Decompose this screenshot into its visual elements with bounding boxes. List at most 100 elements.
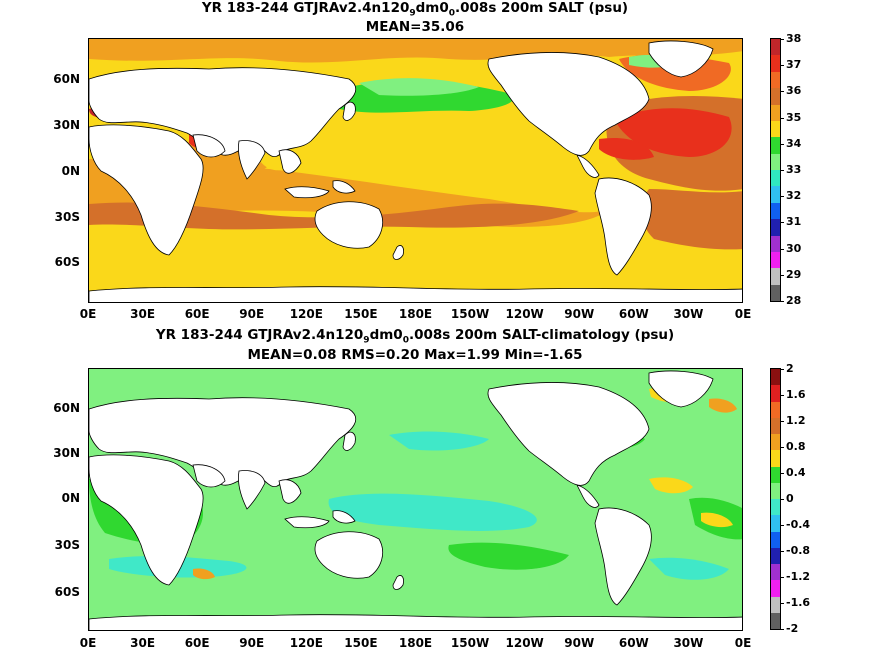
x-axis-label: 90E: [239, 636, 265, 650]
panel1-colorbar-tick: [781, 301, 784, 302]
panel1-colorbar-label: 38: [786, 32, 802, 45]
y-axis-label: 60N: [53, 72, 80, 86]
panel1-colorbar-swatch: [771, 170, 780, 187]
panel1-colorbar-tick: [781, 91, 784, 93]
panel2-colorbar-tick: [781, 551, 784, 552]
panel1-colorbar-swatch: [771, 55, 780, 72]
panel1-colorbar-swatch: [771, 104, 780, 121]
panel1-colorbar-tick: [781, 222, 784, 224]
x-axis-label: 120E: [289, 307, 323, 321]
x-axis-label: 0E: [79, 307, 97, 321]
panel1-colorbar-swatch: [771, 268, 780, 285]
panel1-colorbar: [770, 38, 781, 302]
x-axis-label: 60W: [618, 307, 649, 321]
y-axis-label: 0N: [61, 164, 80, 178]
x-axis-label: 120W: [505, 636, 544, 650]
panel2-colorbar-swatch: [771, 369, 780, 386]
panel2-colorbar-swatch: [771, 466, 780, 483]
x-axis-label: 150W: [450, 307, 490, 321]
x-axis-label: 60W: [618, 636, 649, 650]
y-axis-label: 60S: [54, 585, 80, 599]
panel2-colorbar-tick: [781, 525, 784, 526]
panel2-colorbar-tick: [781, 447, 784, 448]
x-axis-label: 30E: [130, 307, 156, 321]
panel2-colorbar-label: 2: [786, 362, 794, 375]
panel1-colorbar-tick: [781, 248, 784, 250]
x-axis-label: 180E: [398, 636, 433, 650]
x-axis-label: 90W: [564, 307, 595, 321]
panel1-colorbar-label: 29: [786, 267, 802, 281]
salinity-map: [88, 38, 743, 303]
panel1-colorbar-swatch: [771, 39, 780, 56]
panel1-colorbar-tick: [781, 196, 784, 198]
panel2-colorbar-label: 0: [786, 492, 794, 505]
panel2-colorbar-tick: [781, 603, 784, 604]
x-axis-label: 120E: [289, 636, 323, 650]
panel1-colorbar-label: 35: [786, 110, 802, 124]
x-axis-label: 150W: [450, 636, 490, 650]
panel1-colorbar-tick: [781, 39, 784, 40]
panel1-colorbar-label: 28: [786, 294, 802, 307]
y-axis-label: 60N: [53, 401, 80, 415]
panel2-colorbar-tick: [781, 369, 784, 370]
panel1-stats: MEAN=35.06: [365, 19, 465, 35]
panel1-colorbar-label: 37: [786, 58, 802, 72]
panel2-colorbar-swatch: [771, 531, 780, 548]
panel2-colorbar-label: -0.4: [786, 518, 811, 531]
panel1-colorbar-swatch: [771, 219, 780, 236]
panel1-colorbar-swatch: [771, 88, 780, 105]
y-axis-label: 60S: [54, 255, 80, 269]
panel2-colorbar-swatch: [771, 482, 780, 499]
panel2-colorbar-tick: [781, 499, 784, 500]
panel1-colorbar-tick: [781, 274, 784, 276]
panel2-colorbar-tick: [781, 421, 784, 422]
panel2-colorbar-label: 0.8: [786, 440, 806, 453]
panel2-colorbar-swatch: [771, 417, 780, 434]
x-axis-label: 90W: [564, 636, 595, 650]
panel1-colorbar-tick: [781, 170, 784, 171]
panel2-colorbar-tick: [781, 577, 784, 578]
x-axis-label: 90E: [239, 307, 265, 321]
panel2-colorbar-label: 1.2: [786, 414, 806, 427]
panel1-colorbar-tick: [781, 65, 784, 67]
panel2-colorbar-swatch: [771, 434, 780, 451]
panel1-colorbar-swatch: [771, 235, 780, 252]
panel2-colorbar-tick: [781, 473, 784, 474]
panel1-colorbar-swatch: [771, 153, 780, 170]
panel2-colorbar-label: 0.4: [786, 466, 806, 479]
panel2-colorbar-swatch: [771, 580, 780, 597]
panel1-colorbar-swatch: [771, 71, 780, 89]
panel2-colorbar-label: 1.6: [786, 388, 806, 401]
panel1-colorbar-label: 33: [786, 163, 802, 176]
x-axis-label: 60E: [184, 307, 210, 321]
panel1-colorbar-label: 34: [786, 136, 802, 150]
y-axis-label: 30S: [54, 210, 80, 224]
panel1-colorbar-tick: [781, 143, 784, 145]
panel1-colorbar-swatch: [771, 120, 780, 138]
x-axis-label: 30W: [673, 636, 704, 650]
panel1-title: YR 183-244 GTJRAv2.4n1209dm00.008s 200m …: [201, 0, 629, 19]
x-axis-label: 60E: [184, 636, 210, 650]
panel2-colorbar-swatch: [771, 499, 780, 516]
panel2-colorbar-swatch: [771, 450, 780, 467]
panel1-colorbar-label: 31: [786, 215, 802, 229]
x-axis-label: 120W: [505, 307, 544, 321]
panel1-colorbar-swatch: [771, 137, 780, 154]
x-axis-label: 150E: [344, 636, 378, 650]
panel1-colorbar-label: 30: [786, 241, 802, 255]
salinity-field: [89, 39, 742, 302]
anomaly-map: [88, 368, 743, 631]
panel2-colorbar-tick: [781, 395, 784, 396]
y-axis-label: 30N: [53, 118, 80, 132]
panel1-colorbar-swatch: [771, 186, 780, 203]
panel2-colorbar-swatch: [771, 564, 780, 581]
x-axis-label: 30E: [130, 636, 156, 650]
panel2-stats: MEAN=0.08 RMS=0.20 Max=1.99 Min=-1.65: [247, 347, 583, 363]
panel2-colorbar-tick: [781, 629, 784, 630]
panel1-colorbar-label: 36: [786, 84, 802, 98]
y-axis-label: 30S: [54, 538, 80, 552]
x-axis-label: 0E: [734, 636, 752, 650]
y-axis-label: 30N: [53, 446, 80, 460]
x-axis-label: 150E: [344, 307, 378, 321]
panel2-colorbar-swatch: [771, 612, 780, 629]
